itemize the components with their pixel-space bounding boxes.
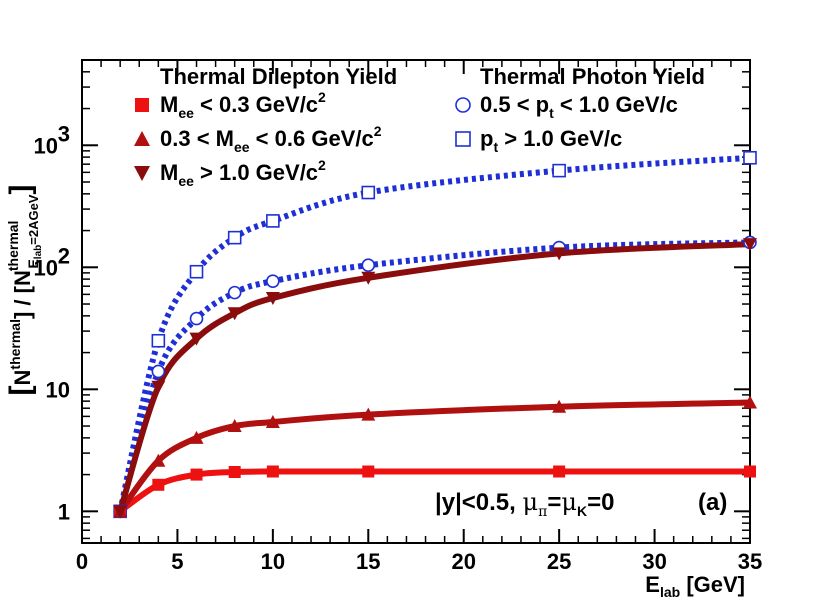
data-point (552, 247, 567, 261)
data-point (151, 453, 166, 467)
legend-marker (455, 97, 471, 113)
data-point (265, 292, 280, 306)
data-point (151, 333, 166, 348)
legend-label: 0.5 < pt < 1.0 GeV/c (480, 92, 678, 121)
legend: Thermal Dilepton Yield Thermal Photon Yi… (134, 64, 705, 189)
data-point (266, 465, 279, 478)
data-point (266, 274, 280, 288)
data-point (361, 258, 376, 273)
y-tick-exponent: 2 (58, 243, 70, 268)
x-tick-label: 15 (356, 549, 380, 574)
panel-label: (a) (698, 489, 727, 516)
data-point (151, 380, 166, 394)
data-point (227, 419, 242, 433)
legend-marker (135, 98, 149, 112)
legend-label: Mee > 1.0 GeV/c2 (160, 157, 326, 189)
y-tick-label: 10 (34, 255, 58, 280)
y-tick-label: 10 (46, 377, 70, 402)
data-point (743, 238, 757, 252)
data-point (552, 163, 566, 178)
plot-frame (81, 59, 751, 544)
data-point (190, 468, 203, 481)
series-line (118, 468, 750, 514)
data-point (361, 271, 376, 285)
data-point (227, 285, 242, 300)
data-point (361, 185, 376, 200)
data-point (265, 414, 280, 428)
x-tick-label: 35 (738, 549, 762, 574)
legend-label: pt > 1.0 GeV/c (480, 126, 622, 155)
legend-header-photon: Thermal Photon Yield (480, 64, 705, 89)
x-tick-label: 5 (171, 549, 183, 574)
data-point (552, 399, 567, 413)
data-point (152, 478, 165, 491)
data-point (113, 505, 128, 519)
x-axis-title: Elab [GeV] (645, 572, 745, 600)
data-point (743, 395, 757, 409)
rapidity-annotation: |y|<0.5, μπ=μK=0 (435, 488, 614, 520)
y-tick-label: 1 (58, 499, 70, 524)
legend-header-dilepton: Thermal Dilepton Yield (160, 64, 397, 89)
x-tick-label: 25 (547, 549, 571, 574)
y-axis-title: [Nthermal] / [Nthermal Elab=2AGeV] (4, 185, 44, 396)
x-tick-label: 0 (76, 549, 88, 574)
data-point (744, 465, 756, 478)
data-point (189, 311, 204, 326)
legend-label: 0.3 < Mee < 0.6 GeV/c2 (160, 123, 382, 155)
data-point (228, 466, 241, 479)
legend-marker (134, 166, 150, 181)
data-point (227, 230, 242, 245)
x-tick-label: 30 (642, 549, 666, 574)
y-tick-exponent: 3 (58, 121, 70, 146)
x-tick-label: 20 (451, 549, 475, 574)
data-point (189, 430, 204, 444)
axis-ticks (81, 59, 751, 543)
legend-marker (134, 131, 150, 146)
data-point (266, 214, 280, 228)
data-point (227, 307, 242, 321)
x-tick-label: 10 (261, 549, 285, 574)
y-tick-label: 10 (34, 133, 58, 158)
data-point (361, 407, 376, 421)
data-point (362, 465, 375, 478)
data-point (743, 150, 757, 165)
data-point (151, 364, 166, 379)
series-markers (113, 150, 757, 519)
data-point (189, 332, 204, 346)
legend-marker (455, 131, 471, 147)
legend-label: Mee < 0.3 GeV/c2 (160, 89, 326, 121)
data-point (189, 264, 204, 279)
series-line (117, 399, 751, 514)
data-point (553, 465, 566, 478)
